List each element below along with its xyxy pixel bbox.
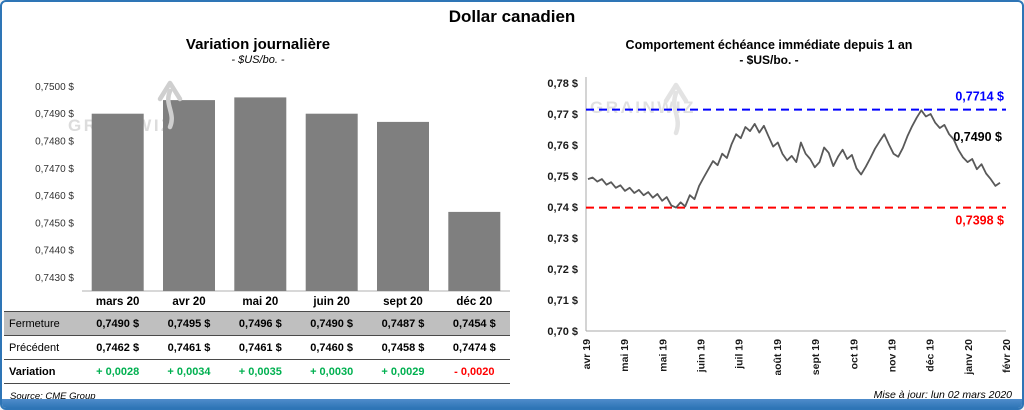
cell-precedent: 0,7458 $ [367,335,439,360]
row-label: Variation [4,359,82,384]
cell-variation: + 0,0028 [82,359,154,384]
month-label: mars 20 [95,296,140,308]
high-value-label: 0,7714 $ [955,90,1004,104]
bar-sept-20 [377,121,429,292]
line-ytick-label: 0,70 $ [547,326,578,338]
line-xtick-label: févr 20 [1001,339,1013,373]
line-ytick-label: 0,73 $ [547,233,578,245]
line-chart-title: Comportement échéance immédiate depuis 1… [625,38,913,52]
grainwiz-arrow-icon [672,90,680,136]
price-series-line [587,109,1001,209]
grainwiz-arrow-icon [663,82,689,104]
cell-variation: - 0,0020 [438,359,510,384]
line-ytick-label: 0,78 $ [547,78,578,90]
cell-fermeture: 0,7490 $ [295,311,368,336]
bar-ytick-label: 0,7450 $ [35,218,74,229]
daily-variation-panel: Variation journalière - $US/bo. - GRAINW… [4,36,512,384]
bar-chart-subtitle: - $US/bo. - [231,54,285,66]
line-ytick-label: 0,74 $ [547,202,578,214]
bar-ytick-label: 0,7500 $ [35,82,74,93]
table-row-variation: Variation + 0,0028 + 0,0034 + 0,0035 + 0… [4,359,510,384]
one-year-line-chart: GRAINWIZ 0,78 $ 0,77 $ 0,76 $ 0,75 $ 0,74 $ 0,… [547,77,1013,375]
line-ytick-label: 0,71 $ [547,295,578,307]
cell-variation: + 0,0029 [367,359,439,384]
line-ytick-label: 0,76 $ [547,140,578,152]
line-xtick-label: déc 19 [925,339,937,372]
month-label: sept 20 [383,296,423,308]
month-label: mai 20 [242,296,279,308]
row-label: Précédent [4,335,82,360]
row-label: Fermeture [4,311,82,336]
bar-juin-20 [305,113,358,291]
line-xtick-label: nov 19 [886,339,898,372]
line-xtick-label: mai 19 [657,339,669,372]
grainwiz-arrow-icon [157,80,183,102]
bar-ytick-label: 0,7440 $ [35,246,74,257]
bar-déc-20 [448,211,501,291]
line-ytick-label: 0,75 $ [547,171,578,183]
month-label: juin 20 [313,296,350,308]
line-chart-subtitle: - $US/bo. - [739,53,799,67]
cell-fermeture: 0,7487 $ [367,311,439,336]
line-xtick-label: oct 19 [848,339,860,370]
line-xtick-label: janv 20 [963,339,975,375]
line-xtick-label: avr 19 [581,339,593,370]
cell-precedent: 0,7461 $ [224,335,296,360]
line-xtick-label: sept 19 [810,339,822,375]
bar-ytick-label: 0,7490 $ [35,109,74,120]
cell-fermeture: 0,7490 $ [82,311,154,336]
bar-ytick-label: 0,7480 $ [35,137,74,148]
cell-precedent: 0,7474 $ [438,335,510,360]
cell-fermeture: 0,7496 $ [224,311,296,336]
futures-table: mars 20 avr 20 mai 20 juin 20 sept 20 dé… [4,293,510,384]
month-label: avr 20 [172,296,206,308]
bar-ytick-label: 0,7460 $ [35,191,74,202]
table-row-precedent: Précédent 0,7462 $ 0,7461 $ 0,7461 $ 0,7… [4,335,510,360]
cell-fermeture: 0,7454 $ [438,311,510,336]
bar-ytick-label: 0,7470 $ [35,164,74,175]
cell-fermeture: 0,7495 $ [153,311,225,336]
source-note: Source: CME Group [10,391,96,402]
cell-variation: + 0,0034 [153,359,225,384]
cell-precedent: 0,7461 $ [153,335,225,360]
bar-chart-title: Variation journalière [185,36,331,53]
updated-note: Mise à jour: lun 02 mars 2020 [873,389,1012,401]
line-xtick-label: mai 19 [619,339,631,372]
month-label: déc 20 [456,296,493,308]
table-months-row: mars 20 avr 20 mai 20 juin 20 sept 20 dé… [4,293,510,312]
grainwiz-arrow-icon [166,88,174,130]
cell-precedent: 0,7462 $ [82,335,154,360]
bar-mars-20 [91,113,144,291]
bar-mai-20 [234,97,287,292]
bottom-accent-bar [2,399,1022,408]
last-value-label: 0,7490 $ [953,130,1002,144]
one-year-panel: Comportement échéance immédiate depuis 1… [516,38,1022,375]
page-title: Dollar canadien [448,7,576,26]
bar-ytick-label: 0,7430 $ [35,273,74,284]
table-row-fermeture: Fermeture 0,7490 $ 0,7495 $ 0,7496 $ 0,7… [4,311,510,336]
cell-variation: + 0,0035 [224,359,296,384]
cell-variation: + 0,0030 [295,359,368,384]
line-xtick-label: août 19 [772,339,784,375]
line-xtick-label: juil 19 [734,339,746,370]
line-ytick-label: 0,77 $ [547,109,578,121]
low-value-label: 0,7398 $ [955,214,1004,228]
cell-precedent: 0,7460 $ [295,335,368,360]
line-ytick-label: 0,72 $ [547,264,578,276]
grainwiz-watermark: GRAINWIZ [590,98,696,117]
bar-avr-20 [163,100,215,291]
line-xtick-label: juin 19 [696,339,708,373]
